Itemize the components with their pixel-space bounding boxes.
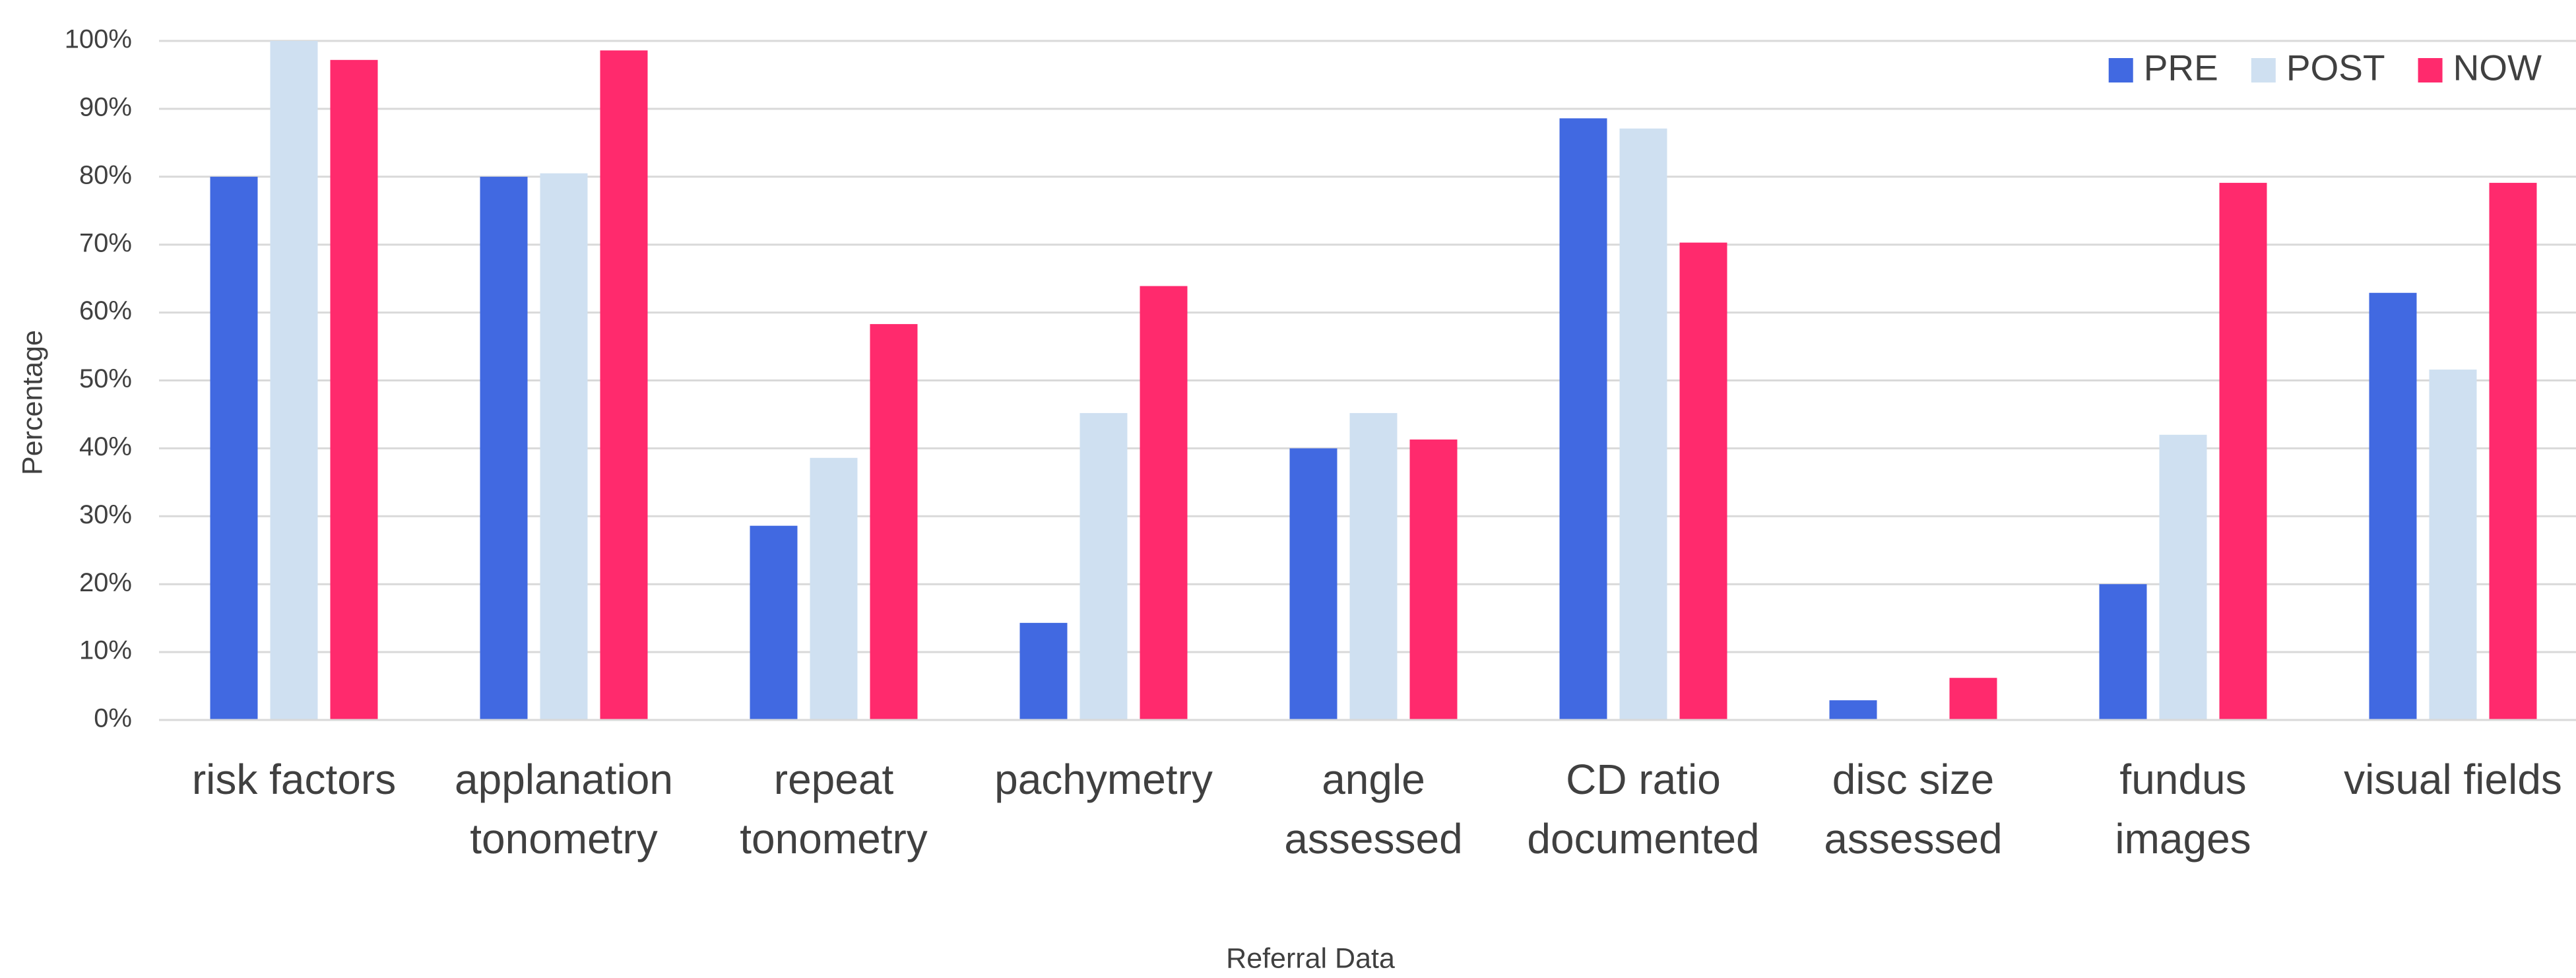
y-tick-label: 80% bbox=[79, 160, 132, 189]
y-tick-label: 20% bbox=[79, 568, 132, 597]
bar bbox=[1949, 678, 1997, 720]
x-tick-label: disc size assessed bbox=[1824, 756, 2002, 863]
bar bbox=[480, 176, 528, 720]
bar bbox=[2429, 370, 2477, 720]
bar bbox=[1079, 412, 1128, 720]
x-axis-title: Referral Data bbox=[1226, 942, 1395, 974]
y-tick-label: 40% bbox=[79, 432, 132, 461]
bar bbox=[270, 41, 318, 720]
legend-label: PRE bbox=[2144, 48, 2218, 88]
y-tick-label: 10% bbox=[79, 636, 132, 665]
y-axis-title: Percentage bbox=[16, 330, 48, 475]
legend-label: POST bbox=[2286, 48, 2385, 88]
bar bbox=[210, 176, 258, 720]
bar bbox=[810, 457, 858, 720]
bar bbox=[1019, 622, 1068, 720]
x-tick-label: visual fields bbox=[2344, 756, 2562, 803]
bar bbox=[2099, 584, 2147, 720]
bar bbox=[870, 324, 918, 720]
bar bbox=[2219, 183, 2267, 720]
x-tick-label: pachymetry bbox=[994, 756, 1213, 803]
bar bbox=[1619, 128, 1667, 721]
bar bbox=[750, 525, 798, 720]
legend-swatch bbox=[2108, 58, 2133, 82]
bar bbox=[1140, 286, 1188, 720]
x-tick-label: CD ratio documented bbox=[1527, 756, 1759, 863]
y-tick-label: 70% bbox=[79, 228, 132, 257]
bar bbox=[1349, 412, 1398, 720]
x-tick-label: fundus images bbox=[2115, 756, 2251, 863]
y-tick-label: 60% bbox=[79, 296, 132, 325]
x-tick-label: repeat tonometry bbox=[740, 756, 928, 863]
legend-label: NOW bbox=[2453, 48, 2542, 88]
x-tick-label: applanation tonometry bbox=[455, 756, 673, 863]
bar bbox=[330, 59, 378, 720]
bar bbox=[1559, 118, 1607, 720]
bar bbox=[2159, 434, 2207, 720]
bar bbox=[1829, 700, 1877, 720]
bar bbox=[600, 50, 648, 720]
bar bbox=[2369, 292, 2417, 720]
x-tick-label: angle assessed bbox=[1284, 756, 1462, 863]
bar bbox=[540, 173, 588, 720]
legend-swatch bbox=[2251, 58, 2276, 82]
legend-swatch bbox=[2418, 58, 2443, 82]
y-tick-label: 0% bbox=[94, 704, 132, 733]
bar bbox=[2489, 183, 2537, 720]
y-tick-label: 90% bbox=[79, 92, 132, 121]
y-tick-label: 50% bbox=[79, 364, 132, 393]
bar bbox=[1409, 440, 1458, 720]
y-tick-label: 100% bbox=[65, 25, 132, 54]
y-tick-label: 30% bbox=[79, 500, 132, 529]
bar bbox=[1679, 242, 1727, 720]
bar bbox=[1289, 448, 1337, 720]
x-tick-label: risk factors bbox=[192, 756, 396, 803]
